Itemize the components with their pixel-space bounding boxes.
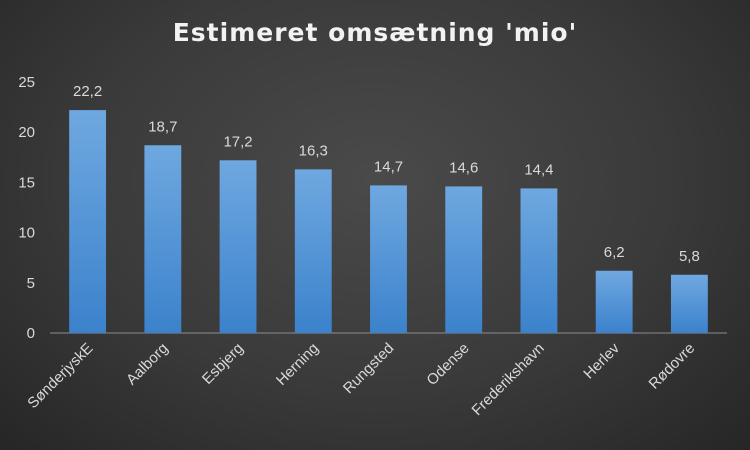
bar [144, 145, 182, 333]
category-label: Herlev [580, 339, 623, 382]
category-label: Rødovre [646, 340, 699, 393]
y-tick-label: 10 [18, 225, 35, 242]
category-label: Frederikshavn [469, 340, 548, 419]
bars [69, 110, 708, 333]
y-tick-label: 20 [18, 124, 35, 141]
data-label: 17,2 [223, 133, 252, 150]
data-label: 14,6 [449, 159, 478, 176]
x-axis: SønderjyskE Aalborg Esbjerg Herning Rungsted… [24, 339, 698, 419]
data-label: 18,7 [148, 118, 177, 135]
bar [670, 274, 708, 333]
data-label: 6,2 [604, 244, 625, 261]
category-label: Odense [423, 340, 472, 389]
data-labels: 22,2 18,7 17,2 16,3 14,7 14,6 14,4 6,2 5,8 [73, 83, 700, 265]
data-label: 16,3 [299, 142, 328, 159]
category-label: Herning [273, 340, 322, 389]
y-tick-label: 0 [27, 325, 35, 342]
y-tick-label: 5 [27, 275, 35, 292]
bar [595, 270, 633, 333]
category-label: Esbjerg [199, 340, 247, 388]
data-label: 14,4 [524, 161, 553, 178]
bar [294, 169, 332, 333]
bar [520, 188, 558, 333]
category-label: Aalborg [123, 340, 172, 389]
data-label: 22,2 [73, 83, 102, 100]
chart-title: Estimeret omsætning 'mio' [172, 18, 578, 47]
category-label: SønderjyskE [24, 340, 96, 412]
bar [69, 110, 107, 333]
y-tick-label: 25 [18, 74, 35, 91]
bar [445, 186, 483, 333]
data-label: 14,7 [374, 158, 403, 175]
y-tick-label: 15 [18, 174, 35, 191]
bar [370, 185, 407, 333]
bar [219, 160, 257, 333]
category-label: Rungsted [340, 340, 397, 397]
data-label: 5,8 [679, 248, 700, 265]
